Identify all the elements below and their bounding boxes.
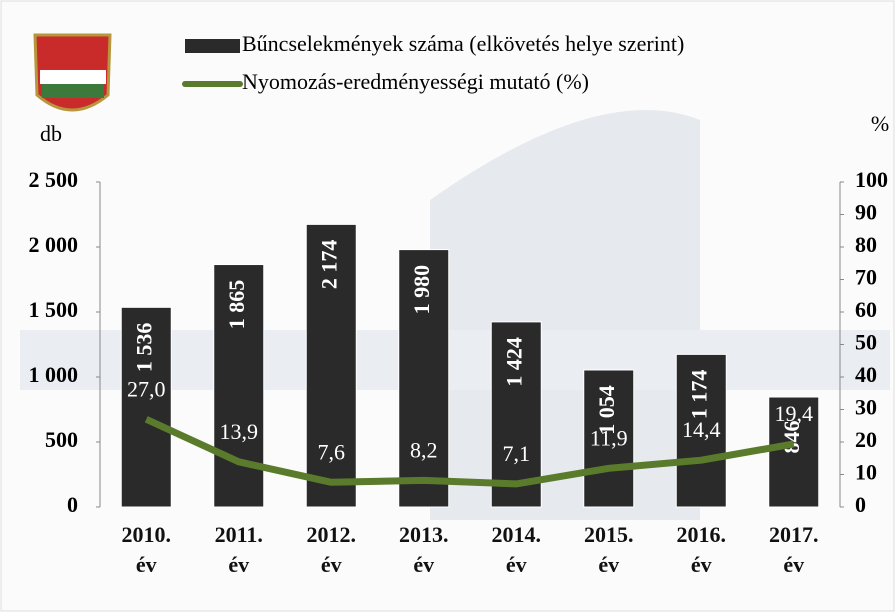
bar-value-label: 1 424 [501,337,526,387]
y2ticks-label: 80 [855,232,877,257]
line-value-label: 7,1 [503,441,531,466]
line-value-label: 27,0 [127,376,166,401]
y2ticks-label: 0 [855,492,866,517]
bar [583,369,635,508]
line-value-label: 11,9 [590,425,628,450]
x-tick-label: 2011. év [214,522,263,577]
bar-value-label: 1 054 [594,385,619,435]
line-value-label: 19,4 [775,401,814,426]
yticks-label: 2 500 [29,167,79,192]
y2ticks-label: 10 [855,460,877,485]
bar [398,249,450,508]
line-value-label: 14,4 [682,417,721,442]
y-axis-label: db [40,121,62,146]
y2ticks-label: 30 [855,395,877,420]
line-value-label: 8,2 [410,437,438,462]
x-tick-label: 2014. év [491,522,542,577]
x-tick-label: 2013. év [399,522,449,577]
y2ticks-label: 70 [855,265,877,290]
bar [675,353,727,508]
y2ticks-label: 40 [855,362,877,387]
bar [768,396,820,508]
line [144,416,795,488]
bar-value-label: 1 980 [409,265,434,315]
yticks-label: 0 [67,492,78,517]
y2ticks-label: 100 [855,167,888,192]
y2ticks-label: 50 [855,330,877,355]
x-tick-label: 2017. év [769,522,819,577]
x-tick-label: 2015. év [584,522,634,577]
police-logo [33,33,112,112]
line-value-label: 7,6 [318,439,346,464]
x-tick-label: 2012. év [306,522,357,577]
y2ticks-label: 20 [855,427,877,452]
legend-swatch [185,39,240,53]
y2-axis-label: % [871,111,889,136]
yticks-label: 1 500 [29,297,79,322]
line-value-label: 13,9 [220,419,259,444]
bar [305,223,357,508]
bar-value-label: 1 865 [224,280,249,330]
bar-value-label: 1 536 [131,323,156,373]
bar-value-label: 2 174 [316,240,341,290]
y2ticks-label: 90 [855,200,877,225]
yticks-label: 500 [45,427,78,452]
y2ticks-label: 60 [855,297,877,322]
x-tick-label: 2010. év [121,522,172,577]
yticks-label: 1 000 [29,362,79,387]
yticks-label: 2 000 [29,232,79,257]
legend-label: Nyomozás-eredményességi mutató (%) [242,69,589,94]
legend-label: Bűncselekmények száma (elkövetés helye s… [242,31,684,56]
x-tick-label: 2016. év [676,522,727,577]
bar [120,306,172,508]
bar-value-label: 1 174 [686,370,711,420]
bar [490,321,542,508]
